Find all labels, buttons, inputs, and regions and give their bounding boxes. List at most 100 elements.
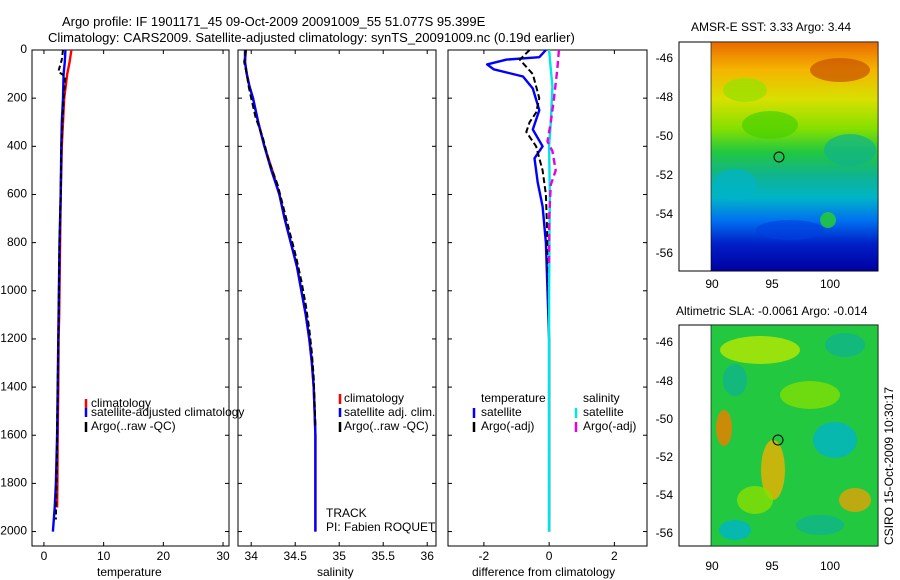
sst-field — [711, 42, 878, 271]
pi-annotation: PI: Fabien ROQUET — [326, 520, 436, 534]
sst-map-title: AMSR-E SST: 3.33 Argo: 3.44 — [691, 20, 851, 34]
series-line-salinity-satellite — [547, 49, 554, 532]
lat-tick: -56 — [656, 246, 674, 260]
difference-panel: -2 0 2 difference from climatology tempera… — [447, 49, 648, 579]
x-tick-label: 2 — [611, 549, 618, 563]
series-line-argo-raw-qc- — [243, 49, 317, 426]
salinity-panel: 34 34.5 35 35.5 36 salinity climatology sate… — [237, 49, 437, 579]
legend-sal-satellite: satellite — [583, 405, 624, 419]
lat-tick: -56 — [656, 526, 674, 540]
depth-tick-label: 200 — [7, 90, 27, 104]
difference-series — [485, 49, 561, 532]
sla-blob — [723, 364, 747, 396]
sla-field — [711, 325, 878, 546]
salinity-axes-box — [237, 49, 437, 547]
difference-depth-ticks — [448, 49, 647, 533]
lat-tick: -50 — [656, 129, 674, 143]
x-tick-label: 20 — [157, 549, 171, 563]
lat-tick: -52 — [656, 168, 674, 182]
lat-tick: -48 — [656, 374, 674, 388]
legend-sal-argo: Argo(-adj) — [583, 419, 636, 433]
x-tick-label: 35.5 — [372, 549, 396, 563]
sst-blob — [713, 169, 757, 201]
sst-blob — [824, 134, 876, 166]
x-tick-label: -2 — [479, 549, 490, 563]
depth-tick-label: 600 — [7, 187, 27, 201]
temperature-axis-label: temperature — [97, 565, 162, 579]
difference-legend: temperature salinity satellite Argo(-adj… — [472, 391, 636, 433]
argo-location-marker — [772, 434, 784, 446]
legend-satellite-adjusted: satellite-adjusted climatology — [91, 405, 244, 419]
legend-climatology: climatology — [91, 396, 151, 410]
depth-tick-label: 0 — [20, 42, 27, 56]
sst-data-edge — [710, 41, 879, 272]
lon-tick: 90 — [705, 277, 719, 291]
depth-tick-label: 1200 — [0, 331, 27, 345]
lon-tick: 90 — [705, 559, 719, 573]
x-tick-label: 34 — [245, 549, 259, 563]
series-line-argo-raw-qc- — [54, 49, 67, 520]
depth-tick-label: 1800 — [0, 476, 27, 490]
sla-blob — [719, 520, 751, 540]
series-line-temperature-argo-adj- — [518, 49, 551, 520]
lat-tick: -46 — [656, 51, 674, 65]
salinity-series — [243, 49, 317, 532]
depth-tick-label: 400 — [7, 138, 27, 152]
series-line-satellite-adj-clim- — [243, 50, 317, 532]
legend-satellite-adj: satellite adj. clim. — [344, 405, 435, 419]
sla-blob — [716, 410, 732, 446]
legend-climatology: climatology — [344, 391, 404, 405]
sst-blob — [756, 220, 824, 240]
depth-tick-label: 1600 — [0, 427, 27, 441]
lat-tick: -50 — [656, 412, 674, 426]
depth-tick-label: 2000 — [0, 524, 27, 538]
difference-axis-label: difference from climatology — [472, 565, 615, 579]
salinity-depth-ticks — [238, 49, 436, 533]
difference-axis-ticks: -2 0 2 — [479, 50, 618, 563]
sla-blob — [813, 422, 857, 458]
figure-title-line1: Argo profile: IF 1901171_45 09-Oct-2009 … — [62, 14, 486, 29]
lat-tick: -46 — [656, 335, 674, 349]
legend-title-temperature: temperature — [481, 391, 546, 405]
depth-tick-label: 1400 — [0, 379, 27, 393]
temperature-axes-box — [31, 49, 230, 547]
sla-blob — [825, 333, 865, 357]
sla-blob — [720, 336, 800, 364]
temperature-axis-ticks: 0 10 20 30 — [41, 50, 230, 563]
amsr-e-sst-map: AMSR-E SST: 3.33 Argo: 3.44 -46 -48 -50 … — [656, 20, 879, 291]
temperature-series — [51, 49, 73, 532]
depth-axis-ticks: 0 200 400 600 800 1000 1200 1400 1600 1800 2000 — [0, 42, 229, 538]
series-line-salinity-argo-adj- — [546, 49, 561, 267]
sla-blob — [839, 488, 871, 512]
sla-blob — [780, 381, 840, 409]
altimetric-sla-map: Altimetric SLA: -0.0061 Argo: -0.014 -46… — [656, 304, 879, 573]
sst-blob — [810, 58, 870, 82]
x-tick-label: 36 — [421, 549, 435, 563]
depth-tick-label: 800 — [7, 235, 27, 249]
sla-data-edge — [710, 324, 879, 547]
x-tick-label: 30 — [216, 549, 230, 563]
lat-tick: -52 — [656, 450, 674, 464]
sla-map-title: Altimetric SLA: -0.0061 Argo: -0.014 — [676, 304, 868, 318]
legend-title-salinity: salinity — [583, 391, 620, 405]
salinity-axis-ticks: 34 34.5 35 35.5 36 — [245, 50, 435, 563]
temperature-panel: 0 200 400 600 800 1000 1200 1400 1600 1800 2000 0 1… — [0, 42, 244, 579]
side-timestamp-label: CSIRO 15-Oct-2009 10:30:17 — [882, 387, 896, 545]
lat-tick: -54 — [656, 207, 674, 221]
sst-blob — [820, 212, 836, 228]
legend-temp-argo: Argo(-adj) — [481, 419, 534, 433]
sla-axis-labels: -46 -48 -50 -52 -54 -56 90 95 100 — [656, 335, 841, 573]
track-annotation: TRACK — [326, 506, 367, 520]
sst-blob — [742, 111, 798, 139]
x-tick-label: 10 — [97, 549, 111, 563]
legend-argo: Argo(..raw -QC) — [344, 419, 429, 433]
sla-blob — [796, 515, 844, 535]
legend-temp-satellite: satellite — [481, 405, 522, 419]
x-tick-label: 35 — [333, 549, 347, 563]
lat-tick: -54 — [656, 488, 674, 502]
series-line-climatology — [243, 49, 317, 532]
salinity-axis-label: salinity — [317, 565, 354, 579]
lon-tick: 100 — [820, 559, 840, 573]
lat-tick: -48 — [656, 90, 674, 104]
